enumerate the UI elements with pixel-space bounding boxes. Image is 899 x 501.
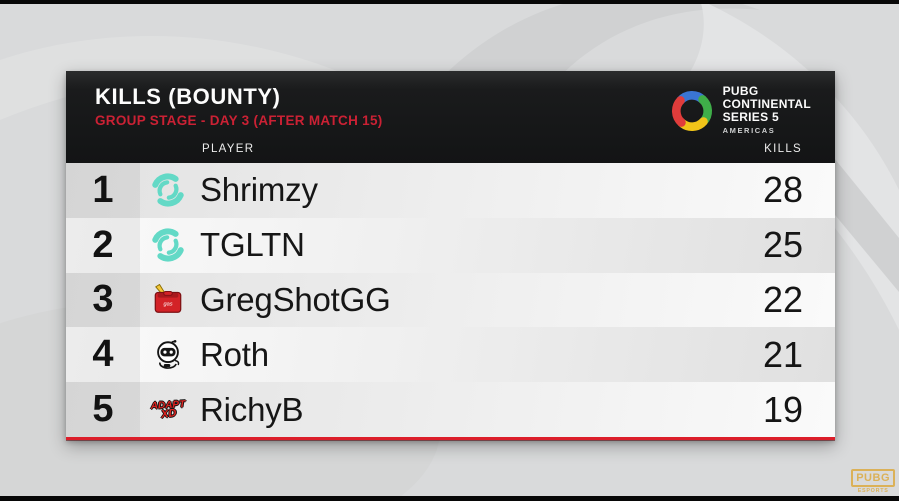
event-logo-line1: PUBG — [722, 84, 759, 98]
leaderboard-rows: 1 gas — [66, 163, 835, 437]
rank-cell: 2 — [66, 217, 140, 273]
pcs5-event-logo: PUBG CONTINENTAL SERIES 5 AMERICAS — [669, 85, 811, 135]
rank-cell: 5 — [66, 382, 140, 437]
leaderboard-subtitle: GROUP STAGE - DAY 3 (AFTER MATCH 15) — [95, 113, 383, 128]
team-logo-cell: gas ADAPT XD — [140, 338, 196, 372]
kills-value: 25 — [762, 224, 803, 266]
adapt-xd-line2: XD — [159, 406, 177, 421]
player-name: GregShotGG — [200, 280, 391, 318]
watermark-logo-box: PUBG — [851, 469, 895, 487]
event-logo-line2: CONTINENTAL — [722, 97, 811, 111]
table-row-3: 3 gas — [66, 272, 835, 328]
title-block: KILLS (BOUNTY) GROUP STAGE - DAY 3 (AFTE… — [95, 84, 383, 128]
event-logo-line3: SERIES 5 — [722, 110, 780, 124]
kills-value: 22 — [762, 278, 803, 320]
robot-doodle-icon — [157, 339, 180, 369]
soniqs-swirl-icon — [152, 228, 184, 262]
pcs-pinwheel-icon — [671, 90, 712, 132]
column-header-player: PLAYER — [202, 143, 255, 155]
bottom-accent-line — [66, 437, 835, 440]
table-row-2: 2 gas — [66, 217, 835, 273]
kills-value: 28 — [762, 169, 803, 211]
pubg-esports-watermark: PUBG ESPORTS — [851, 469, 895, 494]
event-logo-region: AMERICAS — [722, 126, 776, 135]
leaderboard-title: KILLS (BOUNTY) — [95, 84, 281, 109]
column-header-kills: KILLS — [764, 143, 802, 155]
svg-text:gas: gas — [163, 302, 172, 308]
rank-cell: 3 — [66, 272, 140, 328]
adapt-xd-icon: ADAPT XD — [150, 399, 185, 421]
table-row-4: 4 gas — [66, 327, 835, 383]
player-name: RichyB — [200, 390, 304, 428]
rank-cell: 4 — [66, 327, 140, 383]
letterbox-bottom-bar — [0, 496, 899, 501]
kills-value: 19 — [762, 388, 803, 430]
team-logo-cell: gas ADAPT XD — [140, 228, 196, 262]
kills-leaderboard-panel: KILLS (BOUNTY) GROUP STAGE - DAY 3 (AFTE… — [66, 71, 835, 440]
watermark-subtext: ESPORTS — [857, 488, 889, 494]
rank-cell: 1 — [66, 163, 140, 218]
letterbox-top-bar — [0, 0, 899, 4]
table-row-1: 1 gas — [66, 163, 835, 218]
player-name: TGLTN — [200, 226, 305, 264]
team-logo-cell: gas ADAPT XD — [140, 399, 196, 421]
gas-can-icon: gas — [154, 283, 182, 313]
team-logo-cell: gas ADAPT XD — [140, 173, 196, 207]
table-row-5: 5 gas — [66, 382, 835, 437]
player-name: Roth — [200, 335, 269, 373]
leaderboard-header: KILLS (BOUNTY) GROUP STAGE - DAY 3 (AFTE… — [66, 71, 835, 163]
team-logo-cell: gas ADAPT XD — [140, 283, 196, 316]
player-name: Shrimzy — [200, 171, 318, 209]
kills-value: 21 — [762, 333, 803, 375]
soniqs-swirl-icon — [152, 173, 184, 207]
event-logo-text: PUBG CONTINENTAL SERIES 5 AMERICAS — [722, 84, 811, 136]
